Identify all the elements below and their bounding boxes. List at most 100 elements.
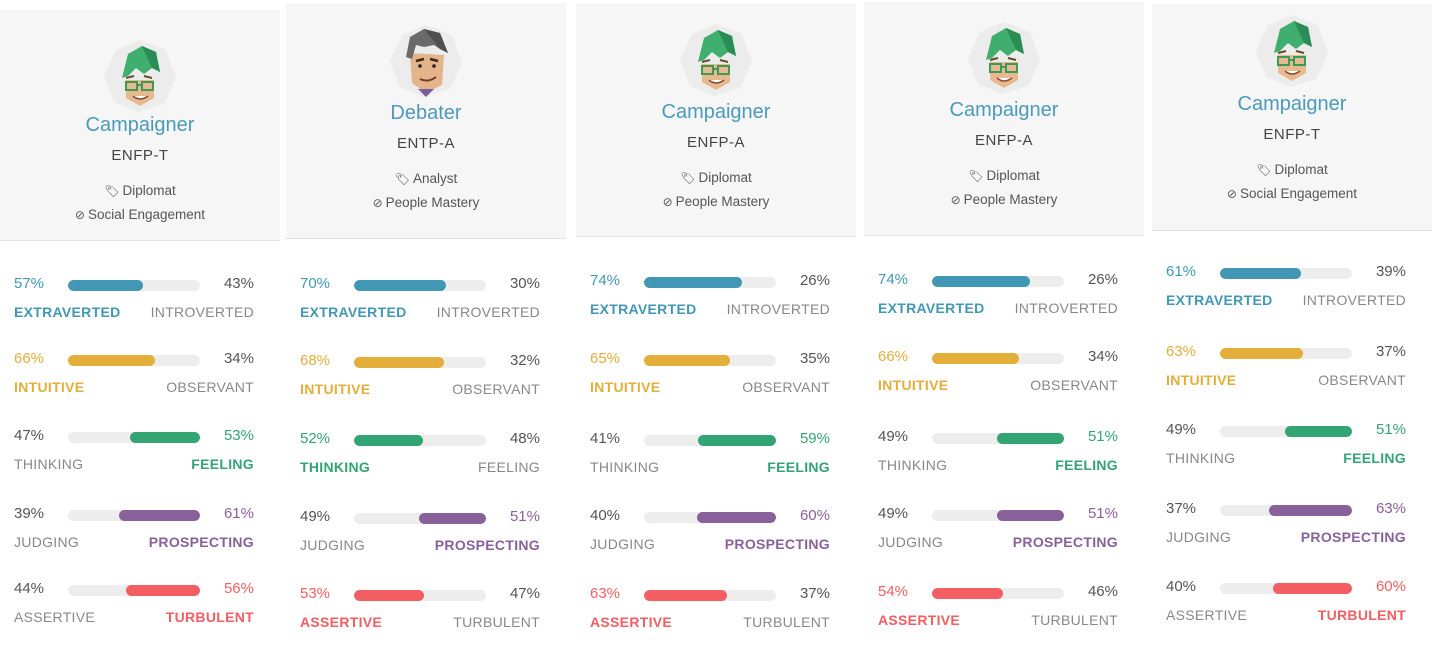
trait-bar	[354, 435, 486, 446]
trait-bar-fill	[354, 280, 447, 291]
trait-right-label: OBSERVANT	[1318, 372, 1406, 388]
trait-right-label: INTROVERTED	[1302, 292, 1406, 308]
personality-title[interactable]: Campaigner	[661, 101, 771, 123]
trait-right-percent: 51%	[1375, 421, 1406, 438]
trait-identity: 40% 60% ASSERTIVE TURBULENT	[1166, 578, 1406, 638]
trait-bar	[932, 433, 1064, 444]
trait-bar	[1220, 426, 1352, 437]
compass-icon: ⊘	[1226, 187, 1237, 201]
trait-identity: 54% 46% ASSERTIVE TURBULENT	[878, 583, 1118, 643]
trait-bar	[932, 588, 1064, 599]
trait-right-percent: 51%	[509, 508, 540, 525]
trait-right-percent: 60%	[1375, 578, 1406, 595]
trait-left-label: ASSERTIVE	[300, 614, 383, 630]
personality-title[interactable]: Campaigner	[949, 99, 1059, 121]
trait-right-percent: 32%	[509, 352, 540, 369]
trait-right-label: TURBULENT	[1317, 607, 1406, 623]
trait-bar-fill	[644, 590, 728, 601]
trait-bar-fill	[932, 353, 1020, 364]
trait-left-percent: 61%	[1166, 263, 1197, 280]
trait-right-label: TURBULENT	[453, 614, 540, 630]
trait-bar	[354, 590, 486, 601]
campaigner-avatar	[102, 38, 178, 114]
trait-bar-fill	[1272, 583, 1352, 594]
trait-left-percent: 74%	[590, 272, 621, 289]
strategy-label: People Mastery	[963, 192, 1058, 207]
trait-right-label: FEELING	[1343, 450, 1406, 466]
trait-nature: 52% 48% THINKING FEELING	[300, 430, 540, 490]
strategy-label: People Mastery	[385, 195, 480, 210]
trait-mind: 57% 43% EXTRAVERTED INTROVERTED	[14, 275, 254, 335]
personality-card: Campaigner ENFP-T 🏷︎ Diplomat ⊘ Social Engage…	[0, 10, 280, 640]
trait-left-label: THINKING	[14, 456, 84, 472]
trait-bar	[354, 357, 486, 368]
card-header: Debater ENTP-A 🏷︎ Analyst ⊘ People Mastery	[286, 3, 566, 239]
trait-right-percent: 56%	[223, 580, 254, 597]
trait-bar	[68, 280, 200, 291]
trait-left-percent: 53%	[300, 585, 331, 602]
trait-energy: 68% 32% INTUITIVE OBSERVANT	[300, 352, 540, 412]
trait-left-label: EXTRAVERTED	[878, 300, 985, 316]
trait-bar-fill	[68, 280, 144, 291]
personality-title[interactable]: Campaigner	[85, 114, 195, 136]
trait-right-label: TURBULENT	[1031, 612, 1118, 628]
trait-bar-fill	[1268, 505, 1352, 516]
trait-left-percent: 63%	[1166, 343, 1197, 360]
trait-bar-fill	[996, 433, 1064, 444]
personality-title[interactable]: Campaigner	[1237, 93, 1347, 115]
trait-bar	[932, 353, 1064, 364]
trait-left-percent: 44%	[14, 580, 45, 597]
trait-bar	[68, 510, 200, 521]
trait-bar	[644, 590, 776, 601]
trait-left-label: THINKING	[590, 459, 660, 475]
trait-nature: 49% 51% THINKING FEELING	[878, 428, 1118, 488]
trait-bar-fill	[932, 588, 1004, 599]
strategy-label: People Mastery	[675, 194, 770, 209]
trait-bar	[644, 277, 776, 288]
trait-mind: 61% 39% EXTRAVERTED INTROVERTED	[1166, 263, 1406, 323]
trait-bar-fill	[68, 355, 156, 366]
role-row: 🏷︎ Diplomat	[576, 170, 856, 185]
personality-code: ENFP-T	[111, 147, 169, 164]
trait-tactics: 49% 51% JUDGING PROSPECTING	[300, 508, 540, 568]
card-header: Campaigner ENFP-A 🏷︎ Diplomat ⊘ People Master…	[576, 3, 856, 237]
role-label: Diplomat	[1274, 162, 1328, 177]
trait-left-label: ASSERTIVE	[878, 612, 961, 628]
trait-tactics: 40% 60% JUDGING PROSPECTING	[590, 507, 830, 567]
strategy-label: Social Engagement	[87, 207, 206, 222]
personality-code: ENFP-A	[686, 134, 745, 151]
trait-right-label: OBSERVANT	[452, 381, 540, 397]
trait-bar	[1220, 348, 1352, 359]
trait-bar-fill	[996, 510, 1064, 521]
compass-icon: ⊘	[950, 193, 961, 207]
personality-title[interactable]: Debater	[390, 102, 462, 124]
trait-left-label: ASSERTIVE	[1166, 607, 1248, 623]
card-header: Campaigner ENFP-T 🏷︎ Diplomat ⊘ Social Engage…	[0, 10, 280, 241]
trait-right-percent: 30%	[509, 275, 540, 292]
trait-right-percent: 63%	[1375, 500, 1406, 517]
trait-left-percent: 49%	[878, 505, 909, 522]
trait-tactics: 49% 51% JUDGING PROSPECTING	[878, 505, 1118, 565]
trait-right-label: OBSERVANT	[1030, 377, 1118, 393]
trait-bar-fill	[1220, 348, 1304, 359]
trait-left-percent: 47%	[14, 427, 45, 444]
campaigner-avatar	[966, 20, 1042, 96]
campaigner-avatar	[1254, 13, 1330, 89]
trait-left-label: INTUITIVE	[878, 377, 949, 393]
trait-left-label: INTUITIVE	[1166, 372, 1237, 388]
trait-right-percent: 48%	[509, 430, 540, 447]
trait-right-label: INTROVERTED	[726, 301, 830, 317]
trait-right-percent: 35%	[799, 350, 830, 367]
trait-bar-fill	[1284, 426, 1352, 437]
trait-bar-fill	[354, 357, 444, 368]
trait-nature: 47% 53% THINKING FEELING	[14, 427, 254, 487]
trait-right-label: FEELING	[477, 459, 540, 475]
trait-left-label: JUDGING	[590, 536, 656, 552]
trait-tactics: 37% 63% JUDGING PROSPECTING	[1166, 500, 1406, 560]
tag-icon: 🏷︎	[968, 169, 984, 183]
trait-energy: 65% 35% INTUITIVE OBSERVANT	[590, 350, 830, 410]
trait-left-label: THINKING	[300, 459, 371, 475]
personality-card: Campaigner ENFP-A 🏷︎ Diplomat ⊘ People Master…	[864, 2, 1144, 640]
trait-energy: 63% 37% INTUITIVE OBSERVANT	[1166, 343, 1406, 403]
trait-bar-fill	[126, 585, 200, 596]
